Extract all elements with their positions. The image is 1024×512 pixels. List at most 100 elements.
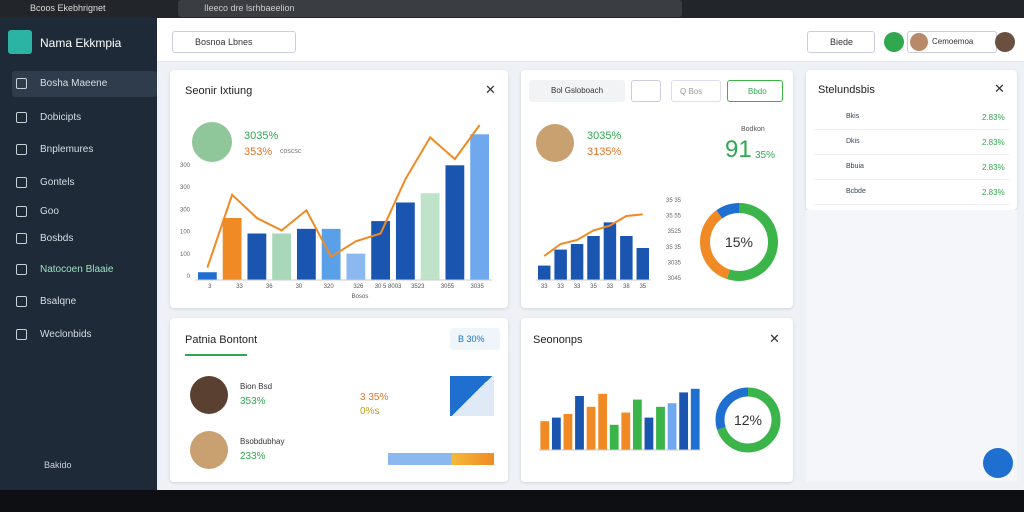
menu-icon xyxy=(16,177,27,188)
search-select[interactable]: Bosnoa Lbnes xyxy=(172,31,296,53)
bar-chart: 12% xyxy=(539,387,781,453)
menu-item[interactable]: Weclonbids xyxy=(12,322,157,348)
side-label: Bodkon xyxy=(741,126,765,133)
trend-line xyxy=(206,124,481,268)
filter[interactable]: Bol Gsloboach xyxy=(529,80,625,102)
menu-item[interactable]: Bnplemures xyxy=(12,137,157,163)
avatar-2[interactable] xyxy=(995,32,1015,52)
list-row[interactable]: Bcbde 2.83% xyxy=(814,183,1009,205)
x-tick-label: 35 xyxy=(590,284,597,290)
bar xyxy=(563,414,573,450)
brand: Nama Ekkmpia xyxy=(40,36,122,50)
x-axis-label: Bosos xyxy=(352,294,369,300)
stat: 353% xyxy=(244,146,273,158)
menu-icon xyxy=(16,296,27,307)
sidebar: Nama Ekkmpia Bosha Maeene Dobicipts Bnplem… xyxy=(0,18,157,490)
bar xyxy=(537,265,551,280)
bar xyxy=(554,249,567,280)
search-text: Bosnoa Lbnes xyxy=(195,37,253,47)
person-name: Bion Bsd xyxy=(240,382,273,391)
panel xyxy=(806,210,1017,482)
search[interactable]: Q Bos xyxy=(671,80,721,102)
x-tick-label: 33 xyxy=(574,284,581,290)
donut-segment xyxy=(700,203,778,281)
bar xyxy=(603,222,617,280)
mini-stat: 0%s xyxy=(360,406,380,417)
bar xyxy=(420,193,440,280)
menu-item[interactable]: Bsalqne xyxy=(12,289,157,315)
person-stat: 233% xyxy=(240,451,266,462)
window-title: Bcoos Ekebhrignet xyxy=(30,3,106,13)
menu-item[interactable]: Natocoen Blaaie xyxy=(12,257,157,283)
row-value: 2.83% xyxy=(982,188,1005,197)
y-tick-label: 35 55 xyxy=(666,214,682,220)
row-label: Bbuia xyxy=(846,163,864,170)
menu-label: Gontels xyxy=(40,177,75,188)
person-stat: 353% xyxy=(240,396,266,407)
menu-label: Natocoen Blaaie xyxy=(40,264,114,275)
close[interactable]: ✕ xyxy=(994,81,1005,96)
header-button-text: Biede xyxy=(830,37,854,47)
avatar xyxy=(536,124,574,162)
menu-item[interactable]: Goo xyxy=(12,199,157,225)
side-pct: 35% xyxy=(755,150,776,161)
bar xyxy=(551,417,561,450)
x-tick-label: 320 xyxy=(324,284,335,290)
menu-label: Bnplemures xyxy=(40,144,94,155)
close[interactable]: ✕ xyxy=(769,331,780,346)
menu-label: Bosbds xyxy=(40,233,74,244)
sidebar-footer[interactable]: Bakido xyxy=(44,460,72,470)
bar xyxy=(667,403,677,450)
stat: 3035% xyxy=(587,130,622,142)
x-tick-label: 30 xyxy=(296,284,303,290)
address-bar[interactable]: Ileeco dre lsrhbaeelion xyxy=(178,0,682,17)
header: Bosnoa Lbnes Biede Cemoemoa xyxy=(157,18,1024,62)
list-row[interactable]: Bbuia 2.83% xyxy=(814,158,1009,180)
x-tick-label: 38 xyxy=(623,284,630,290)
card-5: Seononps ✕ 12% xyxy=(521,318,793,482)
menu-item[interactable]: Dobicipts xyxy=(12,105,157,131)
card-3: Stelundsbis ✕ Bkis 2.83% Dkis 2.83% Bbuia 2.8… xyxy=(806,70,1017,210)
note: coscsc xyxy=(280,148,302,155)
x-tick-label: 36 xyxy=(266,284,273,290)
menu-icon xyxy=(16,78,27,89)
action[interactable]: Bbdo xyxy=(727,80,783,102)
y-tick-label: 300 xyxy=(180,163,191,169)
donut-segment xyxy=(715,387,781,453)
list-row[interactable]: Bkis 2.83% xyxy=(814,108,1009,130)
list-row[interactable]: Dkis 2.83% xyxy=(814,133,1009,155)
status-icon[interactable] xyxy=(884,32,904,52)
user-menu[interactable]: Cemoemoa xyxy=(907,31,997,53)
x-tick-label: 3 xyxy=(208,284,212,290)
row-value: 2.83% xyxy=(982,113,1005,122)
menu-item[interactable]: Bosha Maeene xyxy=(12,71,157,97)
menu-button[interactable] xyxy=(631,80,661,102)
y-tick-label: 3035 xyxy=(668,260,682,266)
avatar xyxy=(192,122,232,162)
menu-item[interactable]: Gontels xyxy=(12,170,157,196)
fab[interactable] xyxy=(983,448,1013,478)
taskbar xyxy=(0,490,1024,512)
avatar xyxy=(190,376,228,414)
bar xyxy=(570,244,584,280)
bar xyxy=(598,393,608,450)
close[interactable]: ✕ xyxy=(485,82,496,97)
filter-text: Bol Gsloboach xyxy=(551,86,604,95)
menu-item[interactable]: Bosbds xyxy=(12,226,157,252)
action-text: Bbdo xyxy=(748,87,767,96)
progress xyxy=(388,453,494,465)
header-button[interactable]: Biede xyxy=(807,31,875,53)
avatar xyxy=(910,33,928,51)
title-bar: Bcoos Ekebhrignet Ileeco dre lsrhbaeelio… xyxy=(0,0,1024,18)
bar xyxy=(321,228,341,280)
row-label: Bcbde xyxy=(846,188,866,195)
search-text: Q Bos xyxy=(680,87,703,96)
menu-icon xyxy=(16,233,27,244)
bar xyxy=(296,228,316,280)
bar xyxy=(247,233,267,280)
user-name: Cemoemoa xyxy=(932,37,974,46)
x-tick-label: 3035 xyxy=(470,284,484,290)
x-tick-label: 3523 xyxy=(411,284,425,290)
